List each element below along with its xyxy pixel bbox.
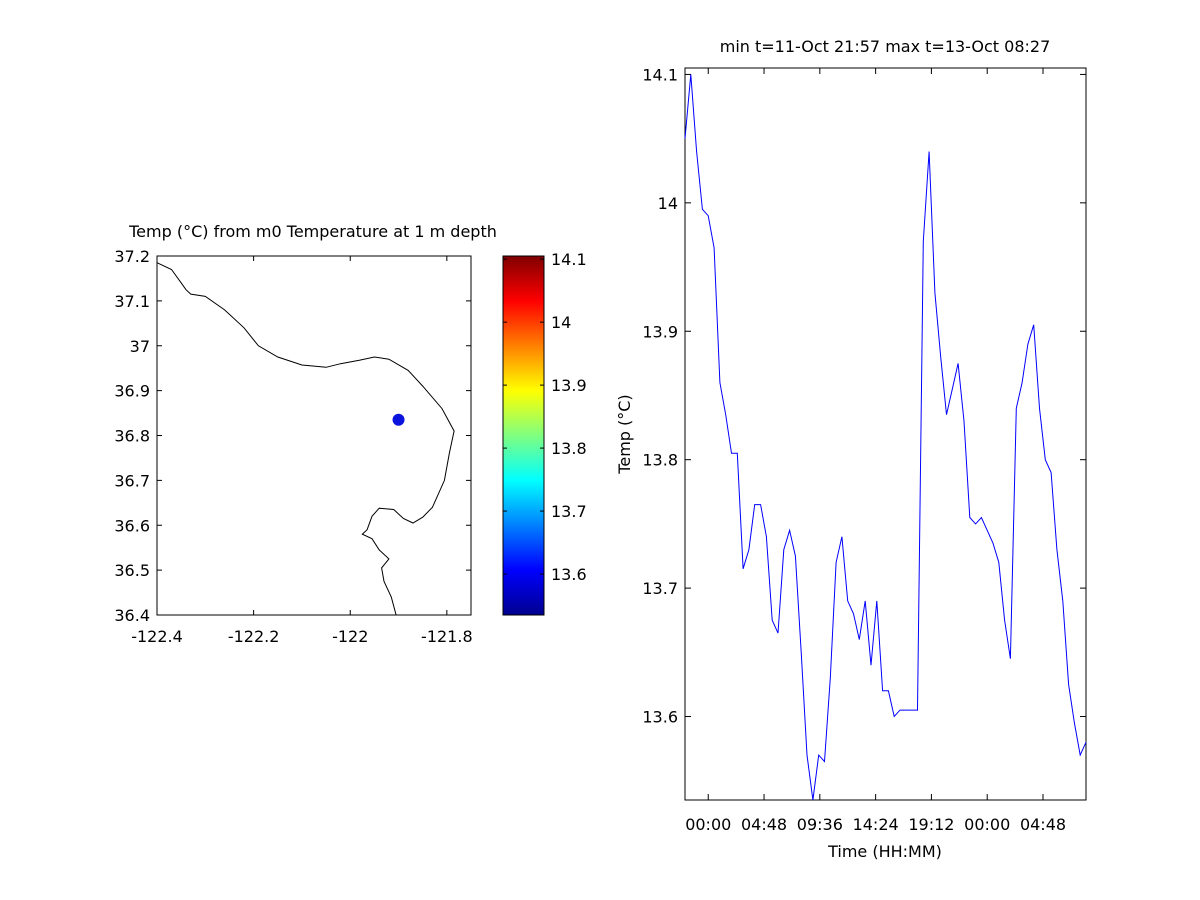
colorbar-tick-label: 14.1 [551,250,587,269]
timeseries-x-tick-label: 00:00 [964,815,1010,834]
timeseries-y-axis-label: Temp (°C) [615,394,634,474]
map-y-tick-label: 37 [130,337,150,356]
map-y-tick-label: 36.7 [114,471,150,490]
timeseries-x-axis-label: Time (HH:MM) [827,842,942,861]
colorbar-tick-label: 13.8 [551,439,587,458]
colorbar-ticks: 13.6 13.7 13.8 13.9 14 14.1 [503,250,587,584]
timeseries-x-tick-label: 00:00 [685,815,731,834]
timeseries-y-tick-label: 13.7 [642,579,678,598]
colorbar-gradient [502,255,545,616]
map-y-tick-label: 37.2 [114,247,150,266]
map-points [392,413,405,426]
colorbar: 13.6 13.7 13.8 13.9 14 14.1 [502,250,587,616]
timeseries-x-tick-label: 04:48 [741,815,787,834]
timeseries-y-tick-label: 14.1 [642,65,678,84]
map-y-tick-label: 36.4 [114,606,150,625]
map-x-tick-label: -122 [332,627,368,646]
timeseries-x-tick-label: 04:48 [1020,815,1066,834]
coastline-line [156,262,455,616]
map-y-tick-label: 37.1 [114,292,150,311]
map-y-tick-label: 36.6 [114,516,150,535]
map-x-tick-label: -122.4 [131,627,183,646]
colorbar-tick-label: 13.7 [551,502,587,521]
map-y-tick-label: 36.9 [114,382,150,401]
timeseries-y-tick-label: 13.6 [642,708,678,727]
colorbar-tick-label: 13.9 [551,376,587,395]
mooring-marker-point [392,413,405,426]
colorbar-tick-label: 14 [551,313,571,332]
map-x-tick-label: -122.2 [228,627,280,646]
colorbar-tick-label: 13.6 [551,565,587,584]
map-y-ticks: 36.4 36.5 36.6 36.7 36.8 36.9 37 37.1 37.2 [114,247,471,625]
timeseries-x-tick-label: 19:12 [908,815,954,834]
timeseries-y-ticks: 13.6 13.7 13.8 13.9 14 14.1 [642,65,1086,727]
map-panel: Temp (°C) from m0 Temperature at 1 m dep… [114,222,497,646]
timeseries-x-ticks: 00:00 04:48 09:36 14:24 19:12 00:00 04:48 [685,68,1066,834]
map-axes-box [156,255,472,616]
timeseries-title: min t=11-Oct 21:57 max t=13-Oct 08:27 [720,37,1051,56]
timeseries-y-tick-label: 13.8 [642,451,678,470]
timeseries-x-tick-label: 14:24 [853,815,899,834]
temperature-series-line [684,74,1087,801]
map-title: Temp (°C) from m0 Temperature at 1 m dep… [128,222,497,241]
timeseries-panel: min t=11-Oct 21:57 max t=13-Oct 08:27 00… [615,37,1087,861]
timeseries-x-tick-label: 09:36 [797,815,843,834]
map-y-tick-label: 36.8 [114,427,150,446]
map-x-tick-label: -121.8 [421,627,473,646]
timeseries-axes-box [684,67,1087,801]
map-x-ticks: -122.4 -122.2 -122 -121.8 [131,256,473,646]
timeseries-y-tick-label: 13.9 [642,322,678,341]
timeseries-y-tick-label: 14 [658,194,678,213]
map-y-tick-label: 36.5 [114,561,150,580]
